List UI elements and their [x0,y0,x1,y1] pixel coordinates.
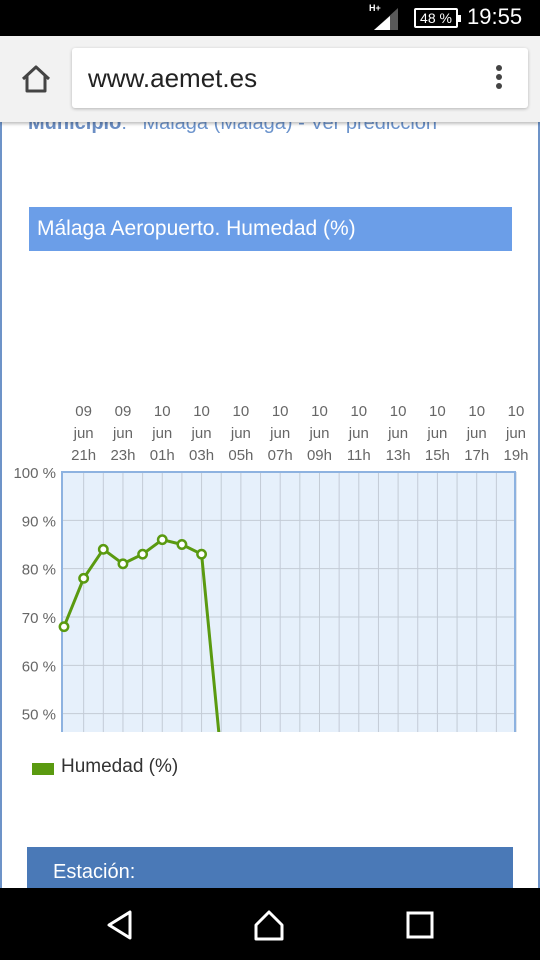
y-tick-label: 100 % [13,465,56,482]
x-tick-label: 10 jun 03h [189,403,214,464]
x-tick-label: 10 jun 19h [504,403,529,464]
status-time: 19:55 [467,4,523,29]
x-tick-label: 10 jun 01h [150,403,175,464]
chart-title: Málaga Aeropuerto. Humedad (%) [29,207,512,251]
humidity-series [58,534,221,732]
plot-area [62,472,515,732]
x-tick-label: 10 jun 13h [386,403,411,464]
station-label: Estación: [53,861,136,883]
navigation-bar [0,888,540,960]
y-tick-label: 70 % [22,610,56,627]
url-text[interactable]: www.aemet.es [88,63,258,93]
y-tick-label: 90 % [22,513,56,530]
municipio-colon: : [121,122,127,134]
home-nav-icon[interactable] [252,908,286,942]
data-point [196,548,208,560]
legend-swatch [32,763,54,775]
legend-label[interactable]: Humedad (%) [61,756,179,777]
data-point [97,543,109,555]
x-tick-label: 10 jun 15h [425,403,450,464]
browser-toolbar: www.aemet.es [0,36,540,122]
x-tick-label: 09 jun 21h [71,403,96,464]
x-tick-label: 10 jun 09h [307,403,332,464]
station-header: Estación: [27,847,513,888]
data-point [78,572,90,584]
x-axis-labels: 09 jun 21h 09 jun 23h 10 jun 01h 10 jun 03h 10 jun 05h… [71,403,528,464]
municipio-label: Municipio [28,122,122,134]
municipio-row: Municipio: Málaga (Málaga) - Ver predicc… [28,122,437,135]
x-tick-label: 10 jun 11h [347,403,371,464]
y-tick-label: 50 % [22,707,56,724]
x-tick-label: 09 jun 23h [110,403,135,464]
address-bar[interactable]: www.aemet.es [72,48,528,108]
signal-icon [374,8,398,30]
back-icon[interactable] [103,908,137,942]
home-icon[interactable] [14,58,58,102]
x-tick-label: 10 jun 05h [228,403,253,464]
data-point [176,539,188,550]
data-point [117,558,129,570]
y-axis-labels: 100 %90 %80 %70 %60 %50 %40 %30 % [13,465,56,724]
x-tick-label: 10 jun 17h [464,403,489,464]
data-point [137,548,149,560]
data-point [156,534,168,546]
overflow-menu-icon[interactable] [486,65,512,93]
y-tick-label: 60 % [22,658,56,675]
page-content: Municipio: Málaga (Málaga) - Ver predicc… [0,122,540,888]
humidity-chart: 09 jun 21h 09 jun 23h 10 jun 01h 10 jun 03h 10 jun 05h… [13,403,529,732]
status-bar: H+ 48 % 19:55 [0,0,540,36]
y-tick-label: 80 % [22,562,56,579]
network-type: H+ [369,3,381,13]
municipio-link[interactable]: Málaga (Málaga) - Ver predicción [142,122,438,134]
recents-icon[interactable] [403,908,437,942]
x-tick-label: 10 jun 07h [268,403,293,464]
data-point [58,621,70,633]
plot-border [61,471,516,732]
grid-lines [62,471,517,732]
battery-indicator: 48 % [414,8,461,28]
